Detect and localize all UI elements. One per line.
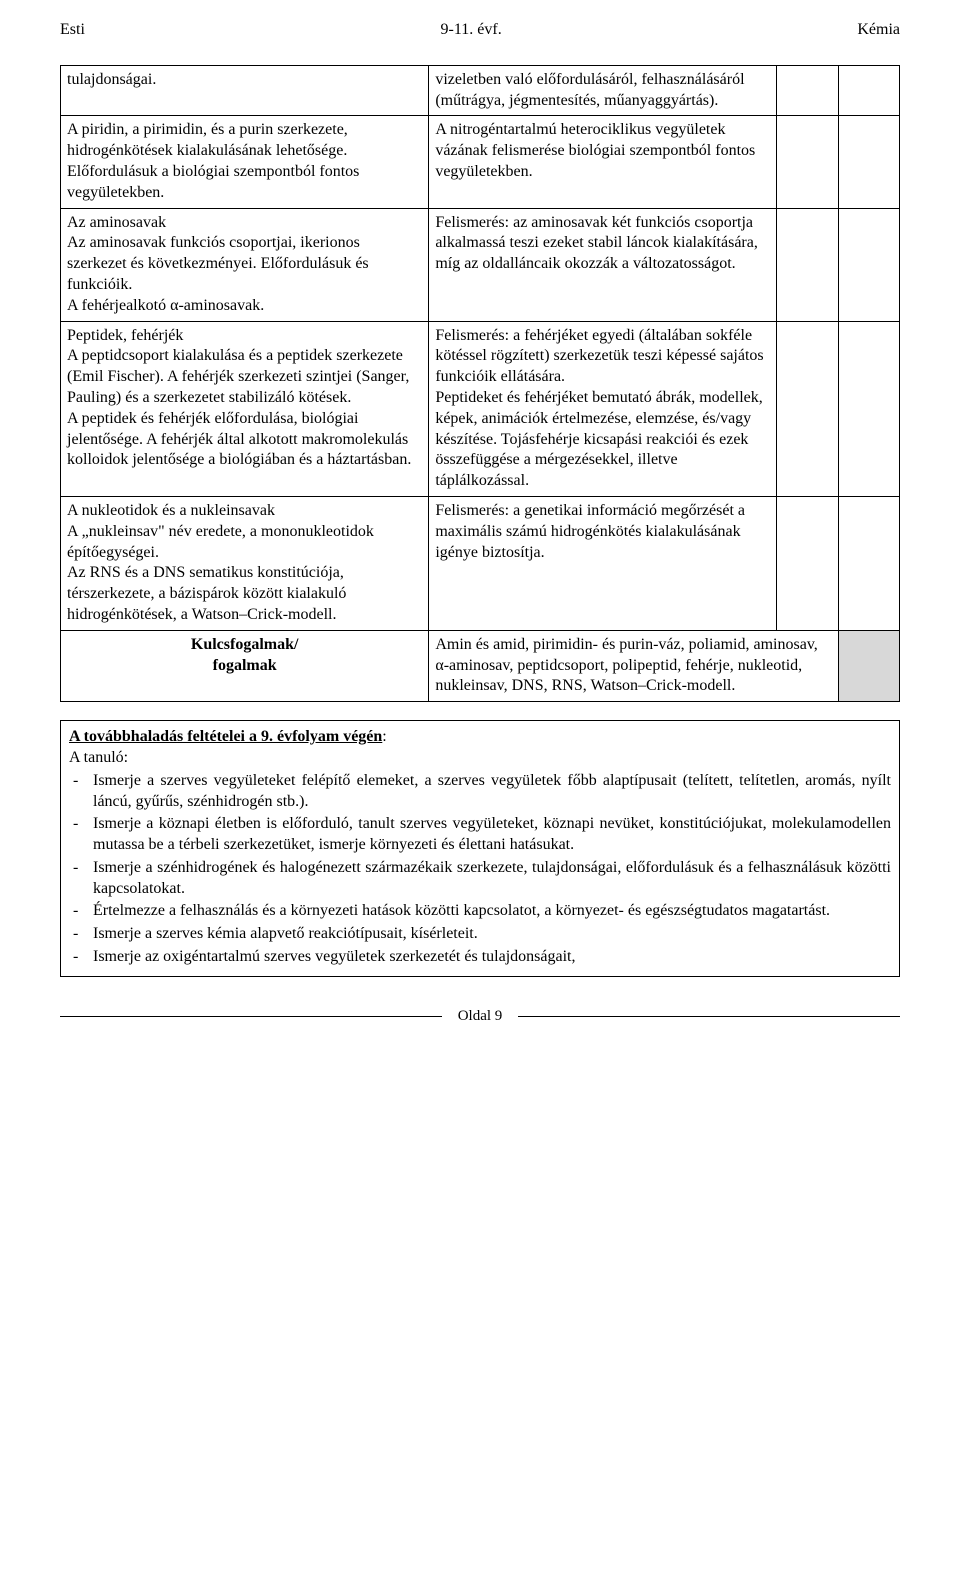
cell-text: Az aminosavakAz aminosavak funkciós csop…: [67, 214, 369, 314]
cell-text: Felismerés: a fehérjéket egyedi (általáb…: [435, 327, 763, 490]
cell-left: A nukleotidok és a nukleinsavakA „nuklei…: [61, 496, 429, 630]
table-row: Az aminosavakAz aminosavak funkciós csop…: [61, 208, 900, 321]
secondary-intro: A tanuló:: [69, 749, 128, 766]
secondary-title: A továbbhaladás feltételei a 9. évfolyam…: [69, 728, 382, 745]
cell-text: A piridin, a pirimidin, és a purin szerk…: [67, 121, 359, 200]
cell-empty: [838, 116, 899, 208]
cell-text: Felismerés: az aminosavak két funkciós c…: [435, 214, 758, 273]
cell-empty: [838, 321, 899, 496]
list-item: Értelmezze a felhasználás és a környezet…: [69, 901, 891, 922]
cell-left: Peptidek, fehérjékA peptidcsoport kialak…: [61, 321, 429, 496]
cell-left: tulajdonságai.: [61, 65, 429, 116]
cell-text: tulajdonságai.: [67, 71, 156, 88]
cell-right: vizeletben való előfordulásáról, felhasz…: [429, 65, 777, 116]
cell-right: Felismerés: az aminosavak két funkciós c…: [429, 208, 777, 321]
cell-right: Felismerés: a genetikai információ megőr…: [429, 496, 777, 630]
page-footer: Oldal 9: [60, 1007, 900, 1027]
cell-text: Felismerés: a genetikai információ megőr…: [435, 502, 745, 561]
table-row: A nukleotidok és a nukleinsavakA „nuklei…: [61, 496, 900, 630]
secondary-list: Ismerje a szerves vegyületeket felépítő …: [69, 771, 891, 968]
footer-text: Oldal 9: [452, 1007, 509, 1027]
cell-right: A nitrogéntartalmú heterociklikus vegyül…: [429, 116, 777, 208]
shaded-cell: [838, 630, 899, 701]
key-label: Kulcsfogalmak/fogalmak: [191, 636, 299, 674]
cell-text: Peptidek, fehérjékA peptidcsoport kialak…: [67, 327, 411, 469]
list-item: Ismerje az oxigéntartalmú szerves vegyül…: [69, 947, 891, 968]
list-item: Ismerje a szerves vegyületeket felépítő …: [69, 771, 891, 813]
secondary-table: A továbbhaladás feltételei a 9. évfolyam…: [60, 720, 900, 977]
cell-empty: [777, 496, 838, 630]
main-table: tulajdonságai. vizeletben való előfordul…: [60, 65, 900, 702]
cell-text: vizeletben való előfordulásáról, felhasz…: [435, 71, 744, 109]
secondary-cell: A továbbhaladás feltételei a 9. évfolyam…: [61, 721, 900, 977]
footer-line-left: [60, 1016, 442, 1017]
key-row: Kulcsfogalmak/fogalmak Amin és amid, pir…: [61, 630, 900, 701]
header-right: Kémia: [857, 20, 900, 41]
cell-empty: [838, 208, 899, 321]
cell-empty: [838, 65, 899, 116]
header-left: Esti: [60, 20, 85, 41]
table-row: A piridin, a pirimidin, és a purin szerk…: [61, 116, 900, 208]
key-label-cell: Kulcsfogalmak/fogalmak: [61, 630, 429, 701]
key-content: Amin és amid, pirimidin- és purin-váz, p…: [435, 636, 817, 695]
cell-left: A piridin, a pirimidin, és a purin szerk…: [61, 116, 429, 208]
header-center: 9-11. évf.: [441, 20, 502, 41]
footer-line-right: [518, 1016, 900, 1017]
list-item: Ismerje a szerves kémia alapvető reakció…: [69, 924, 891, 945]
table-row: Peptidek, fehérjékA peptidcsoport kialak…: [61, 321, 900, 496]
page-header: Esti 9-11. évf. Kémia: [60, 20, 900, 41]
list-item: Ismerje a köznapi életben is előforduló,…: [69, 814, 891, 856]
cell-empty: [777, 65, 838, 116]
cell-empty: [777, 208, 838, 321]
cell-left: Az aminosavakAz aminosavak funkciós csop…: [61, 208, 429, 321]
table-row: tulajdonságai. vizeletben való előfordul…: [61, 65, 900, 116]
colon: :: [382, 728, 386, 745]
list-item: Ismerje a szénhidrogének és halogénezett…: [69, 858, 891, 900]
cell-text: A nukleotidok és a nukleinsavakA „nuklei…: [67, 502, 374, 623]
key-content-cell: Amin és amid, pirimidin- és purin-váz, p…: [429, 630, 838, 701]
cell-text: A nitrogéntartalmú heterociklikus vegyül…: [435, 121, 755, 180]
cell-empty: [838, 496, 899, 630]
cell-right: Felismerés: a fehérjéket egyedi (általáb…: [429, 321, 777, 496]
cell-empty: [777, 116, 838, 208]
cell-empty: [777, 321, 838, 496]
